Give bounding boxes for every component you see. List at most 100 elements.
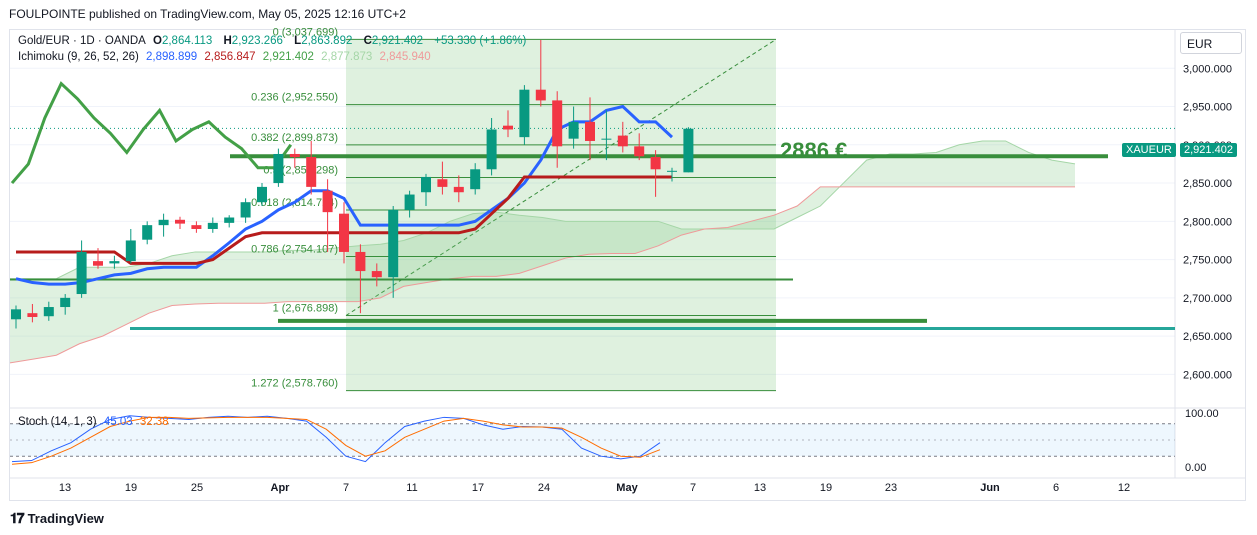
legend-low: L2,863.892 (294, 35, 353, 47)
footer-brand-text: TradingView (27, 511, 104, 526)
last-price-tag: 2,921.402 (1180, 143, 1237, 157)
candle-body (503, 125, 513, 130)
senkou-span-b (9, 186, 1075, 364)
price-axis-label: 2,700.000 (1183, 293, 1232, 305)
candle-body (601, 138, 612, 140)
candle-body (650, 157, 661, 170)
candle-body (207, 222, 218, 229)
candle-body (585, 121, 595, 141)
candle-body (404, 194, 415, 210)
fib-level-label: 0.382 (2,899.873) (251, 132, 338, 144)
time-axis-label: 11 (406, 482, 417, 494)
time-axis-label: 19 (125, 482, 137, 494)
time-axis-label: May (616, 482, 638, 494)
fib-zone (346, 39, 776, 391)
candle-body (289, 153, 300, 158)
candle-body (322, 190, 333, 213)
candle-body (339, 213, 349, 252)
candle-body (388, 209, 399, 278)
legend-stoch: Stoch (14, 1, 3) 45.03 32.38 (18, 416, 173, 428)
price-axis-label: 2,850.000 (1183, 178, 1232, 190)
fib-level-label: 1 (2,676.898) (273, 303, 338, 315)
candle-body (125, 240, 136, 262)
stoch-d-value: 32.38 (139, 416, 169, 428)
candle-body (76, 251, 87, 295)
stoch-axis-label: 0.00 (1185, 462, 1206, 474)
candle-body (142, 225, 153, 240)
stoch-k-line (11, 415, 661, 463)
fib-level-label: 0.236 (2,952.550) (251, 92, 338, 104)
publish-header: FOULPOINTE published on TradingView.com,… (9, 7, 406, 21)
legend-change: +53.330 (+1.86%) (434, 35, 527, 47)
candle-body (568, 121, 579, 139)
legend-ichimoku: Ichimoku (9, 26, 52, 26) 2,898.899 2,856… (18, 51, 435, 63)
ichimoku-value-kijun: 2,856.847 (204, 51, 256, 63)
tradingview-logo-icon: 𝟏𝟕 (10, 510, 25, 526)
candle-body (273, 153, 284, 184)
ichimoku-label[interactable]: Ichimoku (9, 26, 52, 26) (18, 51, 139, 63)
chikou-span-line (10, 81, 293, 185)
time-axis-label: 24 (538, 482, 550, 494)
candle-body (617, 135, 628, 147)
price-axis-label: 2,650.000 (1183, 331, 1232, 343)
time-axis-label: 12 (1118, 482, 1130, 494)
candle-body (191, 225, 202, 229)
candle-body (535, 89, 546, 101)
currency-selector[interactable]: EUR (1180, 32, 1242, 54)
ichimoku-value-tenkan: 2,898.899 (146, 51, 198, 63)
candle-body (486, 129, 497, 170)
ichimoku-value-spanB: 2,845.940 (379, 51, 431, 63)
candle-body (224, 217, 235, 223)
candle-body (240, 202, 251, 218)
time-axis-label: 7 (690, 482, 696, 494)
legend-main: Gold/EUR · 1D · OANDA O2,864.113 H2,923.… (18, 35, 530, 47)
legend-high: H2,923.266 (223, 35, 283, 47)
senkou-span-a (10, 140, 1076, 280)
candle-body (158, 219, 169, 226)
ichimoku-value-chikou: 2,921.402 (262, 51, 314, 63)
time-axis-label: 25 (191, 482, 203, 494)
price-axis-label: 2,950.000 (1183, 102, 1232, 114)
time-axis-label: 6 (1053, 482, 1059, 494)
stoch-k-value: 45.03 (103, 416, 133, 428)
ichimoku-value-spanA: 2,877.873 (321, 51, 373, 63)
candle-body (27, 313, 38, 317)
candle-body (667, 170, 677, 172)
stoch-label[interactable]: Stoch (14, 1, 3) (18, 416, 97, 428)
candle-body (11, 309, 21, 320)
fib-level-label: 1.272 (2,578.760) (251, 378, 338, 390)
time-axis-label: Apr (271, 482, 291, 494)
candle-body (93, 261, 103, 266)
candle-body (634, 146, 645, 157)
time-axis-label: 19 (820, 482, 832, 494)
time-axis-label: 17 (472, 482, 484, 494)
time-axis-label: 13 (59, 482, 71, 494)
legend-close: C2,921.402 (363, 35, 424, 47)
candle-body (371, 271, 382, 278)
symbol-tag: XAUEUR (1122, 143, 1176, 157)
fib-level-label: 0 (3,037.699) (273, 26, 338, 38)
candle-body (453, 186, 464, 193)
candle-body (109, 261, 120, 264)
legend-symbol[interactable]: Gold/EUR · 1D · OANDA (18, 35, 146, 47)
stoch-axis-label: 100.00 (1185, 408, 1219, 420)
candle-body (437, 179, 448, 187)
candle-body (355, 251, 366, 272)
candle-body (175, 219, 185, 224)
stoch-d-line (11, 416, 661, 465)
candle-body (519, 89, 530, 138)
candle-body (60, 297, 71, 308)
candle-body (470, 169, 481, 190)
price-axis-label: 3,000.000 (1183, 63, 1232, 75)
time-axis-label: 7 (343, 482, 349, 494)
price-axis-label: 2,600.000 (1183, 369, 1232, 381)
footer-brand[interactable]: 𝟏𝟕 TradingView (10, 510, 104, 527)
candle-body (306, 157, 317, 187)
annotation-text: 2886 € (780, 138, 847, 163)
candle-body (683, 128, 694, 173)
chart-frame[interactable] (9, 29, 1246, 501)
time-axis-label: Jun (980, 482, 1000, 494)
tenkan-sen-line (15, 104, 674, 286)
time-axis-label: 23 (885, 482, 897, 494)
